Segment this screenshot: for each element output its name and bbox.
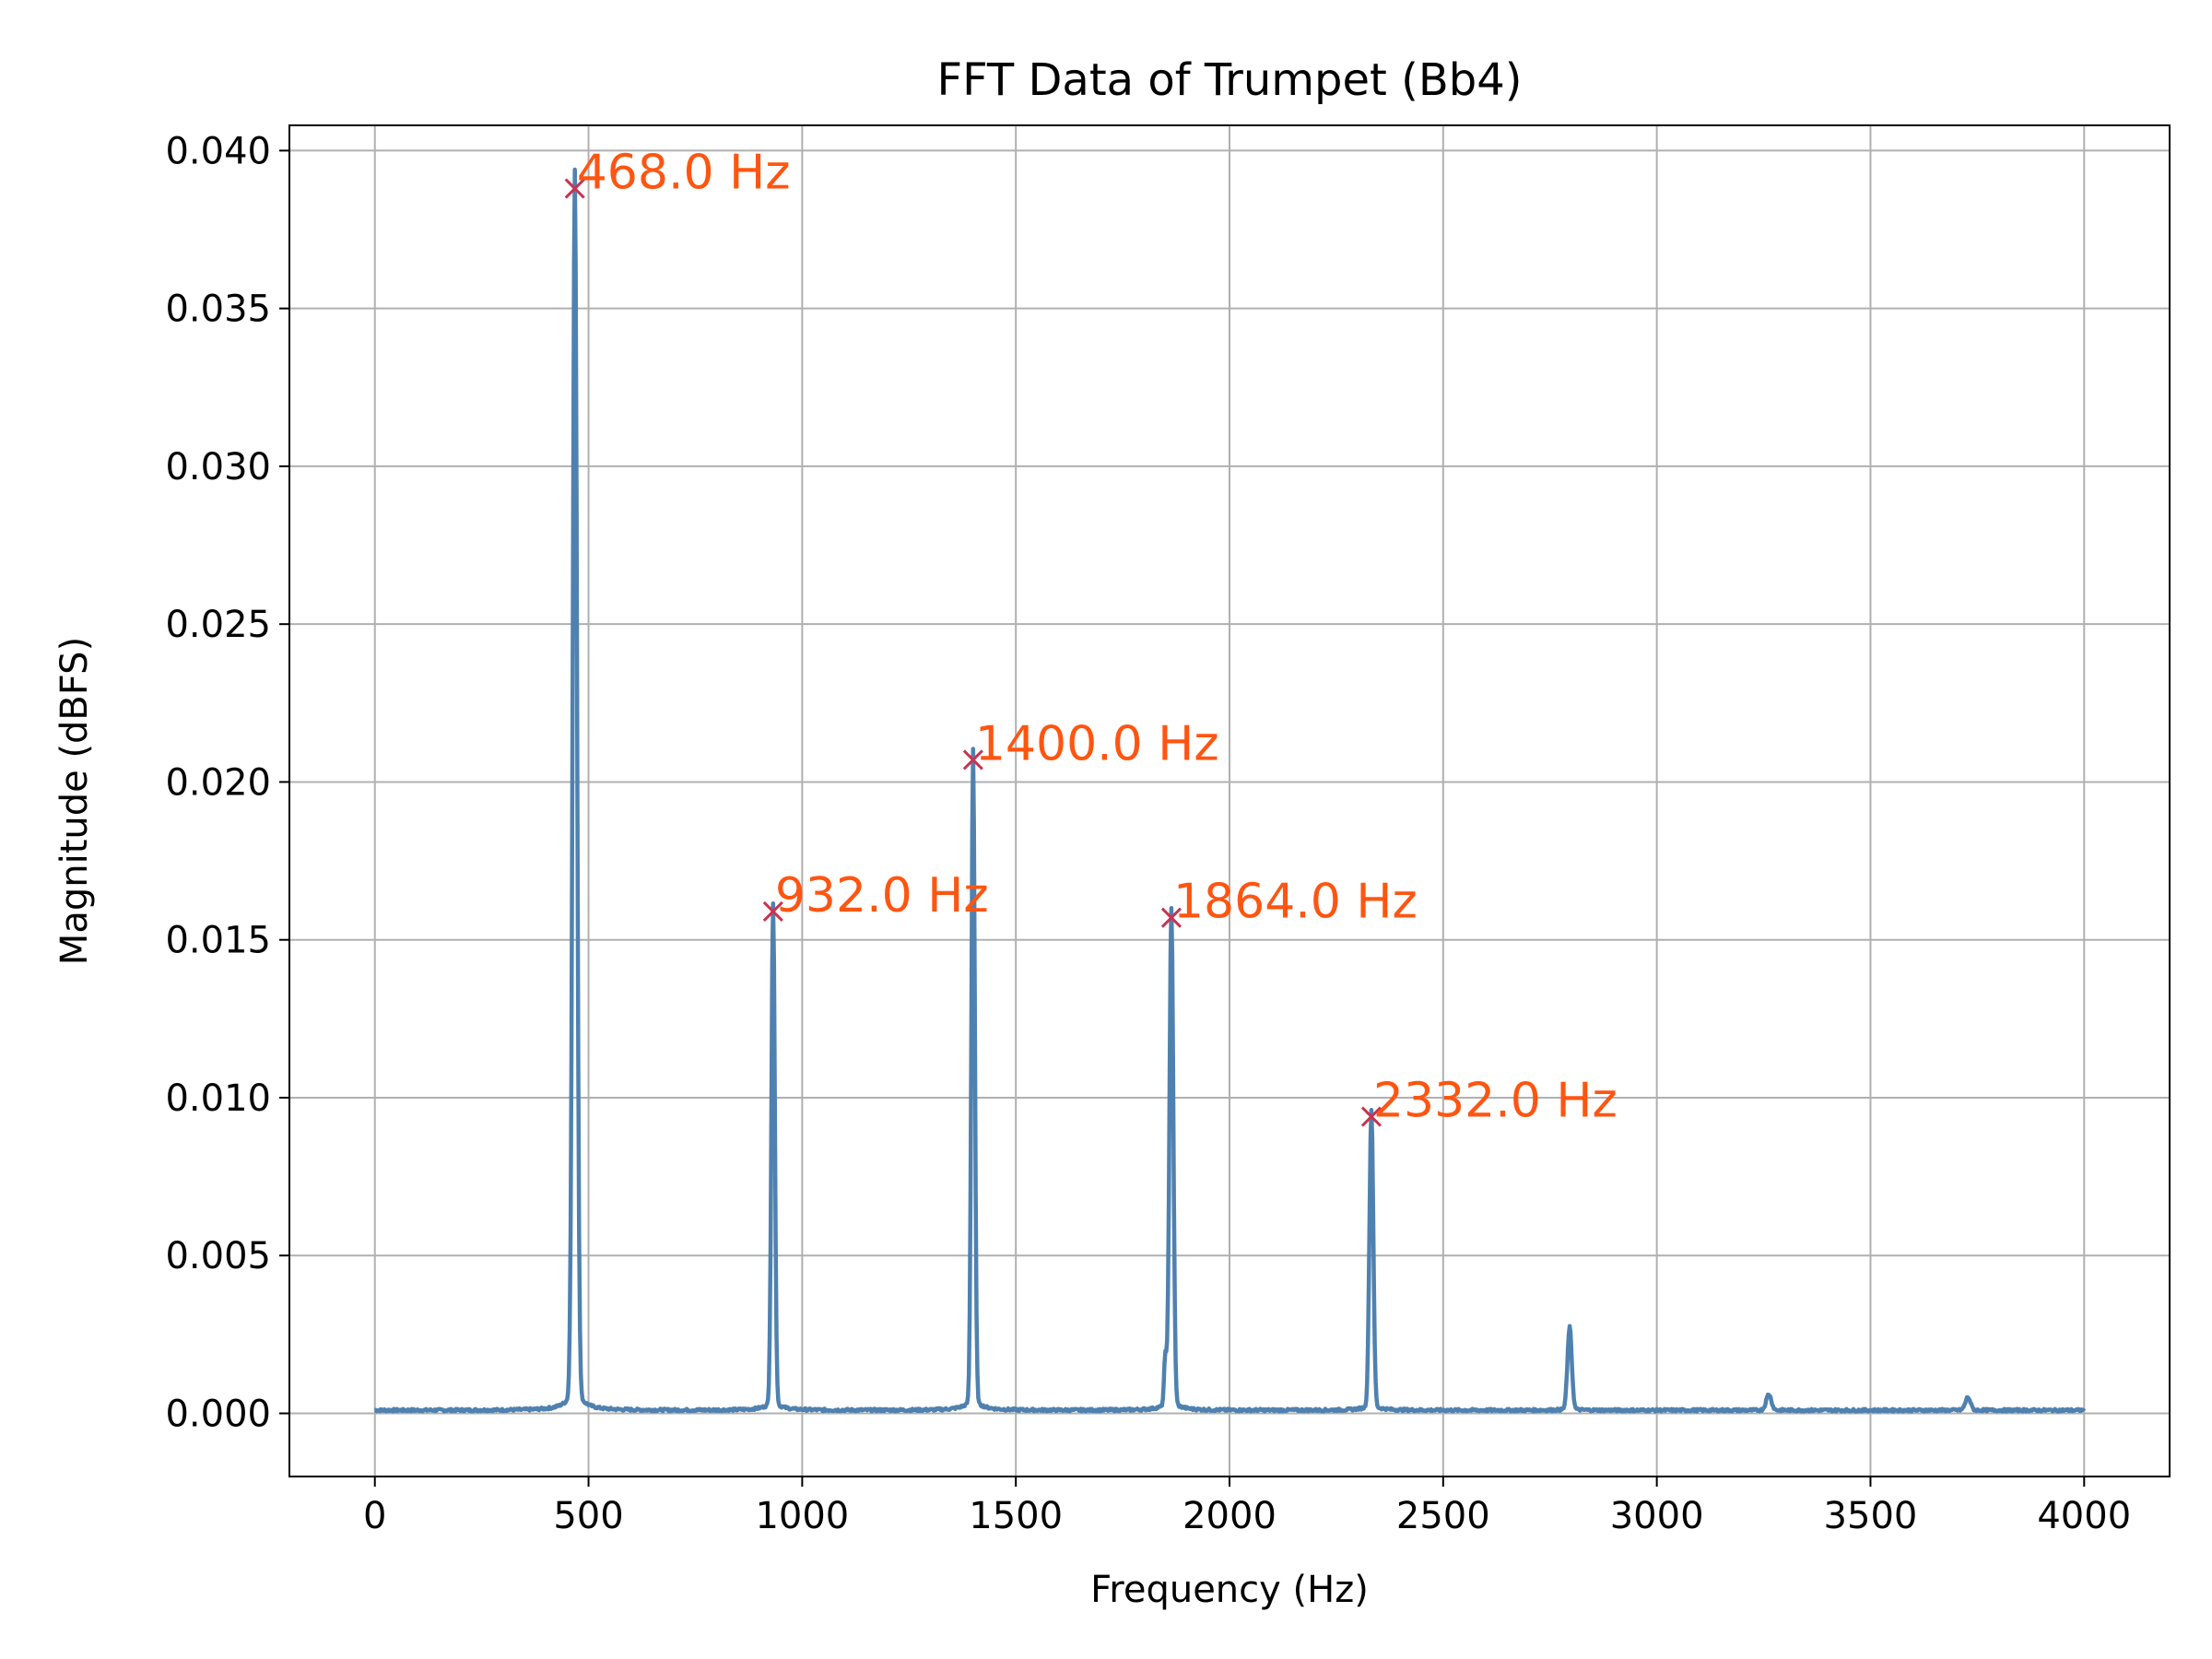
y-tick-label: 0.030 [165, 446, 271, 488]
y-tick-label: 0.035 [165, 288, 271, 331]
peak-marker-stroke [1360, 1106, 1382, 1127]
x-tick-label: 1000 [755, 1495, 849, 1537]
x-tick-label: 3000 [1610, 1495, 1704, 1537]
peak-marker [1160, 907, 1182, 928]
y-tick-label: 0.000 [165, 1393, 271, 1435]
chart-title: FFT Data of Trumpet (Bb4) [937, 54, 1523, 106]
y-axis-title: Magnitude (dBFS) [53, 637, 96, 965]
peak-labels: 468.0 Hz 932.0 Hz 1400.0 Hz 1864.0 Hz 2332.0… [577, 146, 1618, 1129]
peak-markers [564, 178, 1382, 1127]
spectrum-line [373, 167, 2087, 1414]
peak-label: 2332.0 Hz [1373, 1074, 1618, 1129]
spectrum-series-line [373, 167, 2087, 1414]
peak-marker-stroke [564, 178, 585, 199]
y-tick-label: 0.010 [165, 1077, 271, 1120]
y-tick-label: 0.015 [165, 920, 271, 962]
peak-marker-stroke [1160, 907, 1182, 928]
x-tick-label: 3500 [1824, 1495, 1918, 1537]
peak-label: 1400.0 Hz [975, 716, 1219, 771]
x-axis-title: Frequency (Hz) [1090, 1569, 1369, 1611]
x-tick-label: 4000 [2037, 1495, 2131, 1537]
peak-label: 932.0 Hz [775, 868, 989, 924]
x-tick-label: 2000 [1182, 1495, 1277, 1537]
x-tick-label: 500 [553, 1495, 623, 1537]
y-axis-ticks: 0.000 0.005 0.010 0.015 0.020 0.025 0.030 0.035… [165, 130, 289, 1435]
peak-marker [762, 900, 783, 922]
peak-marker-stroke [962, 749, 983, 771]
peak-marker-stroke [762, 900, 783, 922]
peak-marker [564, 178, 585, 199]
x-tick-label: 2500 [1396, 1495, 1490, 1537]
peak-label: 468.0 Hz [577, 146, 791, 201]
x-tick-label: 1500 [969, 1495, 1063, 1537]
x-axis-ticks: 0 500 1000 1500 2000 2500 3000 3500 4000 [363, 1477, 2131, 1537]
y-tick-label: 0.025 [165, 604, 271, 646]
y-tick-label: 0.040 [165, 130, 271, 172]
x-tick-label: 0 [363, 1495, 386, 1537]
peak-label: 1864.0 Hz [1173, 875, 1418, 930]
y-tick-label: 0.005 [165, 1235, 271, 1277]
y-tick-label: 0.020 [165, 761, 271, 804]
peak-marker [962, 749, 983, 771]
peak-marker [1360, 1106, 1382, 1127]
